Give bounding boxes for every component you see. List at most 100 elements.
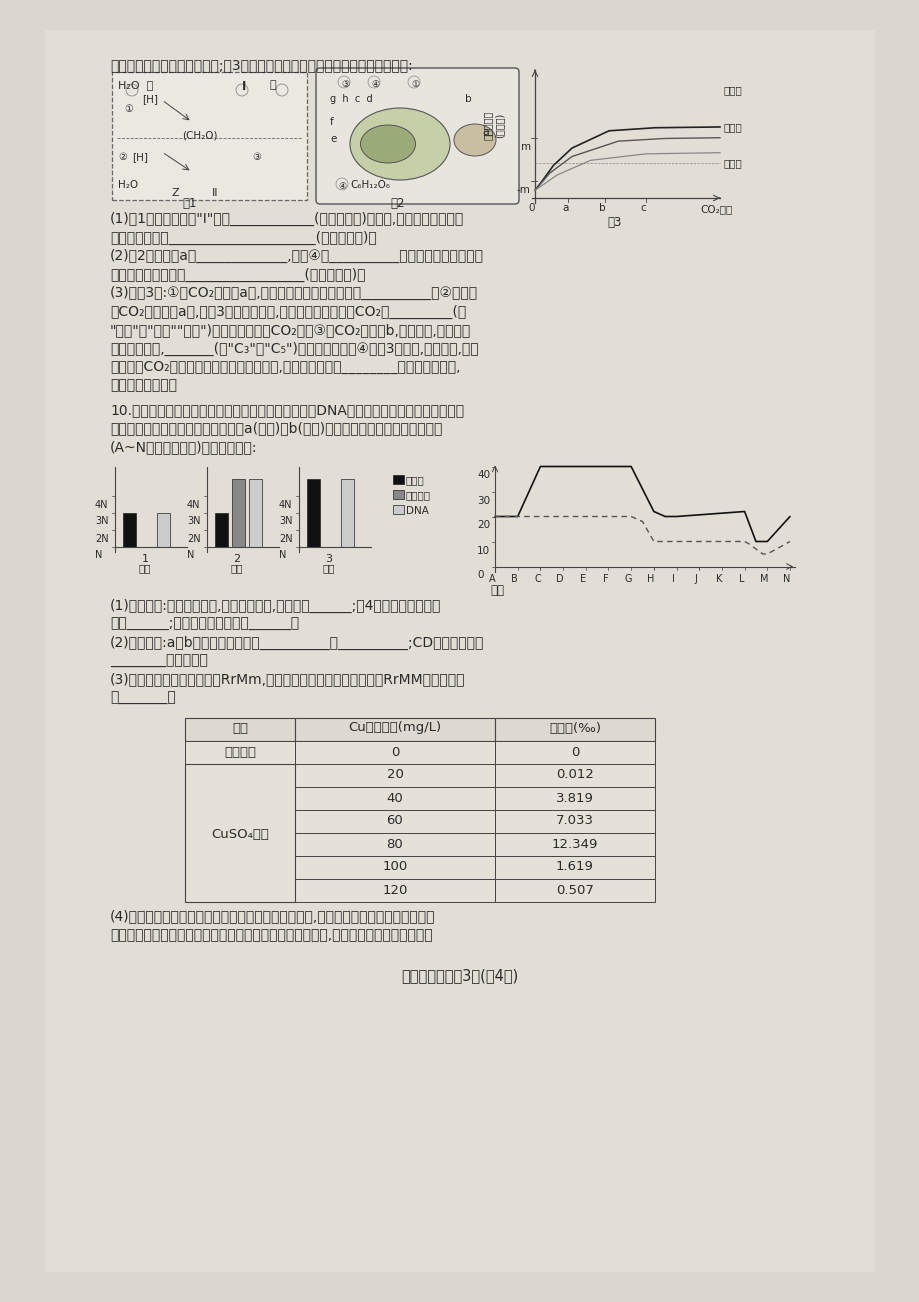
Bar bbox=[494, 741, 654, 763]
Text: J: J bbox=[694, 574, 697, 585]
Text: a: a bbox=[482, 128, 488, 137]
Text: 0.507: 0.507 bbox=[555, 884, 594, 897]
Text: 7.033: 7.033 bbox=[555, 815, 594, 828]
Bar bbox=[185, 741, 295, 763]
Text: 时期: 时期 bbox=[231, 564, 243, 573]
Text: 100: 100 bbox=[382, 861, 407, 874]
Text: 弱光线: 弱光线 bbox=[723, 158, 742, 168]
Bar bbox=[392, 504, 403, 513]
Bar bbox=[392, 474, 403, 483]
Bar bbox=[157, 513, 170, 547]
Text: L: L bbox=[738, 574, 743, 585]
Text: H₂O: H₂O bbox=[118, 180, 138, 190]
Text: 强光线: 强光线 bbox=[723, 85, 742, 95]
FancyBboxPatch shape bbox=[315, 68, 518, 204]
Text: DNA: DNA bbox=[405, 505, 428, 516]
Bar bbox=[295, 855, 494, 879]
Bar bbox=[494, 763, 654, 786]
Text: 的微小染色质块。当外界环境中存在一定浓度的致突变物时,会使具有微核的细胞增多。: 的微小染色质块。当外界环境中存在一定浓度的致突变物时,会使具有微核的细胞增多。 bbox=[110, 928, 432, 943]
Text: N: N bbox=[187, 551, 194, 560]
Text: 60: 60 bbox=[386, 815, 403, 828]
Text: 1.619: 1.619 bbox=[555, 861, 594, 874]
Text: 生反应的场所是_____________________(答具体结构)。: 生反应的场所是_____________________(答具体结构)。 bbox=[110, 230, 377, 245]
Bar bbox=[295, 786, 494, 810]
Text: 染色单体: 染色单体 bbox=[405, 491, 430, 500]
Text: 0: 0 bbox=[570, 746, 579, 759]
Text: 3: 3 bbox=[325, 553, 332, 564]
Text: 3N: 3N bbox=[278, 517, 292, 526]
Text: 4N: 4N bbox=[278, 500, 292, 509]
Text: (A~N表示不同时期)。请据图回答:: (A~N表示不同时期)。请据图回答: bbox=[110, 440, 257, 454]
Text: 0: 0 bbox=[528, 203, 535, 214]
Text: ④: ④ bbox=[370, 79, 379, 89]
Text: CuSO₄溶液: CuSO₄溶液 bbox=[210, 828, 268, 841]
Text: 4N: 4N bbox=[95, 500, 108, 509]
Text: (2)图2中细胞器a是_____________,物质④是__________。光照充足条件下理论: (2)图2中细胞器a是_____________,物质④是__________。… bbox=[110, 249, 483, 263]
Text: g  h  c  d: g h c d bbox=[330, 94, 372, 104]
Bar bbox=[112, 72, 307, 201]
Text: 2: 2 bbox=[233, 553, 240, 564]
Text: 1: 1 bbox=[142, 553, 148, 564]
Bar bbox=[295, 879, 494, 901]
Text: (1)图1甲过程中物质"I"是在____________(答具体结构)上产生,该物质在乙过程发: (1)图1甲过程中物质"I"是在____________(答具体结构)上产生,该… bbox=[110, 212, 464, 227]
Bar bbox=[295, 717, 494, 741]
Text: 20: 20 bbox=[476, 521, 490, 530]
Bar bbox=[494, 786, 654, 810]
Bar bbox=[185, 855, 295, 879]
Text: N: N bbox=[278, 551, 286, 560]
Bar bbox=[249, 479, 262, 547]
Text: 中光线: 中光线 bbox=[723, 122, 742, 132]
Bar bbox=[123, 513, 136, 547]
Text: H: H bbox=[646, 574, 653, 585]
Text: m: m bbox=[520, 142, 530, 152]
Text: 0: 0 bbox=[476, 570, 483, 581]
Bar bbox=[392, 490, 403, 499]
Bar bbox=[494, 879, 654, 901]
Text: A: A bbox=[488, 574, 494, 585]
Ellipse shape bbox=[453, 124, 495, 156]
Bar bbox=[215, 513, 228, 547]
Bar bbox=[185, 832, 295, 855]
Text: (3)在图3中:①当CO₂浓度为a时,高光强下番茄的光合速率为__________。②当环境: (3)在图3中:①当CO₂浓度为a时,高光强下番茄的光合速率为_________… bbox=[110, 286, 478, 301]
Bar bbox=[494, 717, 654, 741]
Text: [H]: [H] bbox=[131, 152, 148, 161]
Text: 上可以完成的过程有_________________(用字母表示)。: 上可以完成的过程有_________________(用字母表示)。 bbox=[110, 267, 365, 281]
Text: ①: ① bbox=[124, 104, 132, 115]
Text: 组别: 组别 bbox=[232, 721, 248, 734]
Text: 叶肉细胞部分代谢过程示意图;图3表示番茄净光合速率的变化趋势。请据图回答:: 叶肉细胞部分代谢过程示意图;图3表示番茄净光合速率的变化趋势。请据图回答: bbox=[110, 59, 413, 72]
Text: CO₂浓度: CO₂浓度 bbox=[699, 204, 732, 214]
Text: 图1: 图1 bbox=[183, 197, 197, 210]
Text: C₆H₁₂O₆: C₆H₁₂O₆ bbox=[349, 180, 390, 190]
Bar bbox=[494, 810, 654, 832]
Text: 40: 40 bbox=[476, 470, 490, 480]
Text: M: M bbox=[759, 574, 767, 585]
Text: 乙: 乙 bbox=[269, 79, 277, 90]
Ellipse shape bbox=[349, 108, 449, 180]
Text: 图乙: 图乙 bbox=[490, 585, 504, 598]
Text: 中CO₂浓度小于a时,在图3的三种光强下,番茄呼吸作用产生的CO₂量_________(填: 中CO₂浓度小于a时,在图3的三种光强下,番茄呼吸作用产生的CO₂量______… bbox=[110, 305, 466, 319]
Text: II: II bbox=[211, 187, 219, 198]
Text: 是图______;含同源染色体的是图______。: 是图______;含同源染色体的是图______。 bbox=[110, 617, 299, 631]
Text: -m: -m bbox=[516, 185, 530, 195]
Text: 时期: 时期 bbox=[139, 564, 151, 573]
Bar bbox=[185, 717, 295, 741]
Text: I: I bbox=[242, 79, 246, 92]
Text: 采取提高CO₂浓度的措施来提高番茄的产量,还应该同时考虑________这一因素的影响,: 采取提高CO₂浓度的措施来提高番茄的产量,还应该同时考虑________这一因素… bbox=[110, 359, 460, 374]
Text: 图2: 图2 bbox=[391, 197, 404, 210]
Bar bbox=[494, 855, 654, 879]
Text: Cu质量浓度(mg/L): Cu质量浓度(mg/L) bbox=[348, 721, 441, 734]
Text: ①: ① bbox=[411, 79, 419, 89]
Text: "大于"、"等于""小于")光合作用吸收的CO₂量。③当CO₂浓度为b,中光强时,如果适当: "大于"、"等于""小于")光合作用吸收的CO₂量。③当CO₂浓度为b,中光强时… bbox=[110, 323, 471, 337]
Text: 0.012: 0.012 bbox=[555, 768, 594, 781]
Text: D: D bbox=[556, 574, 563, 585]
Text: 2N: 2N bbox=[95, 534, 108, 543]
Text: 40: 40 bbox=[386, 792, 403, 805]
Bar bbox=[295, 810, 494, 832]
Text: 乙是哺乳动物有性生殖过程中细胞内a(实线)、b(虚线)两种物质的相对数量的变化曲线: 乙是哺乳动物有性生殖过程中细胞内a(实线)、b(虚线)两种物质的相对数量的变化曲… bbox=[110, 422, 442, 435]
Text: 80: 80 bbox=[386, 837, 403, 850]
Text: Z: Z bbox=[172, 187, 179, 198]
Text: 10.下图甲是二倍体生物细胞有丝分裂过程中染色体、DNA和染色单体数量变化示意图。图: 10.下图甲是二倍体生物细胞有丝分裂过程中染色体、DNA和染色单体数量变化示意图… bbox=[110, 404, 463, 417]
Bar bbox=[307, 479, 320, 547]
Text: ③: ③ bbox=[341, 79, 348, 89]
Text: 3.819: 3.819 bbox=[555, 792, 594, 805]
